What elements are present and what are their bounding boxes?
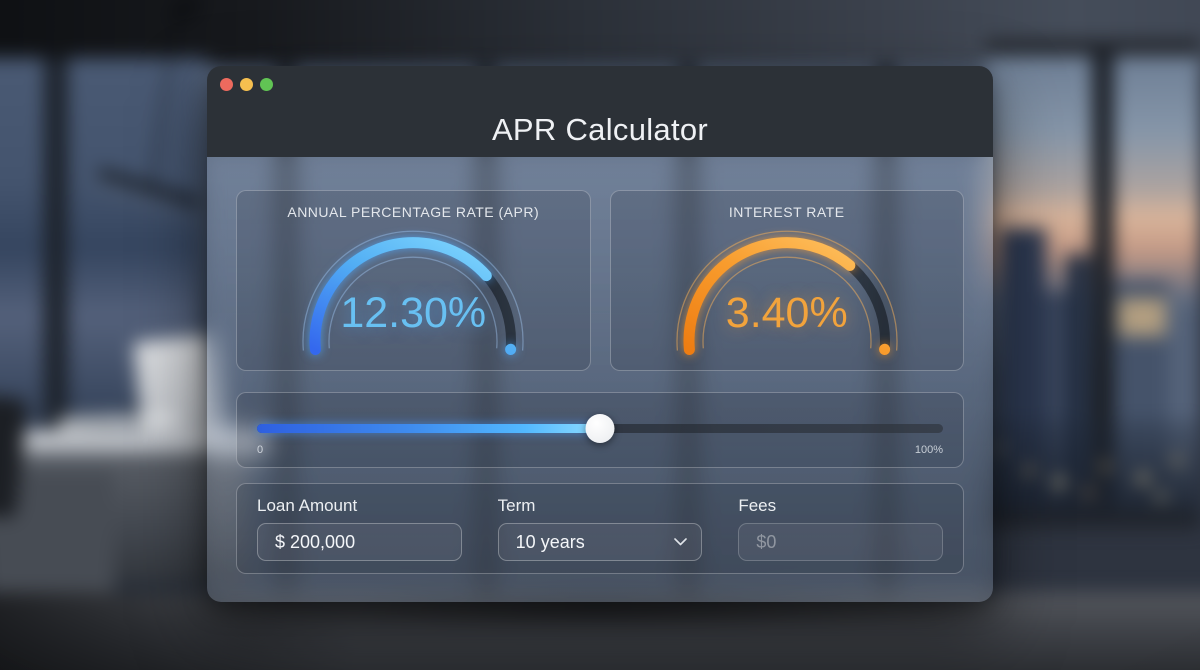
lit-building-windows bbox=[1118, 298, 1166, 336]
desk-drawer-unit bbox=[0, 470, 114, 598]
minimize-button[interactable] bbox=[240, 78, 253, 91]
titlebar[interactable]: APR Calculator bbox=[207, 66, 993, 157]
window-frame bbox=[986, 512, 1200, 528]
term-select-value: 10 years bbox=[515, 531, 585, 552]
chevron-down-icon bbox=[674, 538, 688, 546]
close-button[interactable] bbox=[220, 78, 233, 91]
term-column: Term 10 years bbox=[497, 496, 703, 573]
apr-gauge-card: ANNUAL PERCENTAGE RATE (APR) 12.30% bbox=[236, 190, 591, 371]
loan-form-card: Loan Amount Term 10 years Fees bbox=[236, 483, 964, 574]
window-controls bbox=[220, 78, 273, 91]
apr-calculator-window: APR Calculator ANNUAL PERCENTAGE RATE (A… bbox=[207, 66, 993, 602]
right-low-city bbox=[986, 418, 1200, 518]
window-mullion bbox=[1092, 48, 1114, 518]
interest-gauge-card: INTEREST RATE 3.40% bbox=[609, 190, 964, 371]
apr-slider-track[interactable] bbox=[257, 414, 943, 443]
slider-fill bbox=[257, 424, 600, 433]
loan-amount-field bbox=[257, 523, 462, 561]
loan-amount-label: Loan Amount bbox=[257, 496, 358, 515]
apr-gauge-label: ANNUAL PERCENTAGE RATE (APR) bbox=[287, 204, 540, 220]
fees-label: Fees bbox=[738, 496, 777, 515]
slider-labels: 0 100% bbox=[257, 444, 943, 456]
loan-amount-column: Loan Amount bbox=[257, 496, 462, 573]
fees-input[interactable] bbox=[756, 531, 929, 553]
maximize-button[interactable] bbox=[260, 78, 273, 91]
fees-column: Fees bbox=[738, 496, 944, 573]
slider-handle[interactable] bbox=[585, 414, 615, 443]
window-title: APR Calculator bbox=[491, 111, 709, 147]
interest-gauge-arc bbox=[676, 230, 898, 355]
slider-card: 0 100% bbox=[236, 392, 964, 468]
gauge-row: ANNUAL PERCENTAGE RATE (APR) 12.30% bbox=[236, 190, 964, 371]
term-label: Term bbox=[497, 496, 536, 515]
apr-gauge-arc bbox=[302, 230, 524, 355]
interest-gauge-value: 3.40% bbox=[725, 289, 848, 337]
loan-amount-input[interactable] bbox=[275, 531, 447, 553]
apr-gauge-value: 12.30% bbox=[340, 289, 487, 337]
fees-field bbox=[738, 523, 944, 561]
window-body: ANNUAL PERCENTAGE RATE (APR) 12.30% bbox=[207, 157, 993, 602]
term-select[interactable]: 10 years bbox=[497, 523, 703, 561]
interest-gauge-label: INTEREST RATE bbox=[728, 204, 845, 220]
right-city-lights bbox=[998, 446, 1004, 451]
slider-min-label: 0 bbox=[257, 444, 264, 456]
slider-max-label: 100% bbox=[914, 444, 943, 456]
